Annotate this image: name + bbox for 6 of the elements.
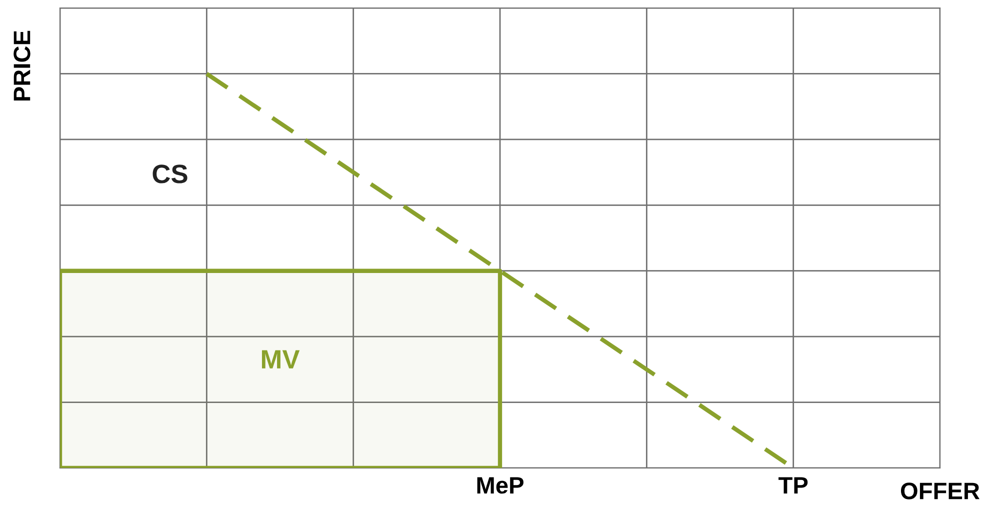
x-tick-label: MeP	[477, 477, 524, 494]
x-axis-title: OFFER	[900, 482, 980, 500]
x-tick-label: TP	[778, 477, 808, 494]
annotation: MV	[262, 350, 300, 368]
y-axis-title: PRICE	[14, 30, 30, 100]
annotation: CS	[152, 164, 188, 184]
